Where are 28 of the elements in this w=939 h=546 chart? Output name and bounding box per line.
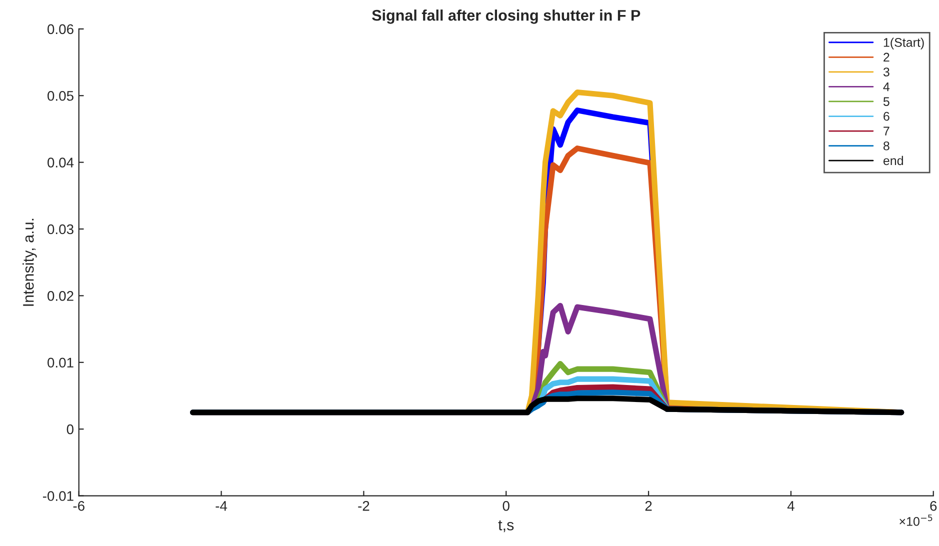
y-tick-label: 0.01	[48, 358, 74, 368]
y-tick-label: 0.02	[48, 291, 74, 301]
legend-label: 8	[883, 141, 890, 150]
x-tick-label: -6	[73, 500, 84, 511]
legend-label: 4	[883, 82, 890, 92]
legend-label: end	[883, 156, 903, 166]
y-tick-label: 0.06	[48, 24, 74, 34]
x-tick-label: 2	[645, 500, 652, 511]
text: ×10$^{−5}$	[900, 514, 932, 526]
y-tick-label: -0.01	[42, 491, 74, 501]
legend-label: 7	[884, 126, 890, 136]
y-tick-label: 0.05	[48, 90, 74, 101]
y-tick-label: 0	[66, 424, 74, 434]
x-axis-title: t,s	[498, 520, 514, 532]
x-tick-label: -2	[358, 500, 370, 511]
x-tick-label: -4	[216, 501, 228, 511]
x-tick-label: 6	[930, 500, 937, 511]
x-tick-label: 0	[502, 500, 510, 511]
legend-label: 1(Start)	[884, 38, 924, 50]
legend-label: 2	[884, 52, 890, 62]
chart-title: Signal fall after closing shutter in F P	[372, 10, 640, 24]
y-tick-label: 0.03	[48, 224, 74, 234]
legend-label: 5	[883, 97, 890, 106]
y-axis-title: Intensity, a.u.	[22, 218, 37, 306]
x-tick-label: 4	[787, 501, 794, 511]
legend-label: 3	[883, 68, 890, 76]
y-tick-label: 0.04	[48, 158, 74, 168]
legend-label: 6	[884, 112, 890, 121]
